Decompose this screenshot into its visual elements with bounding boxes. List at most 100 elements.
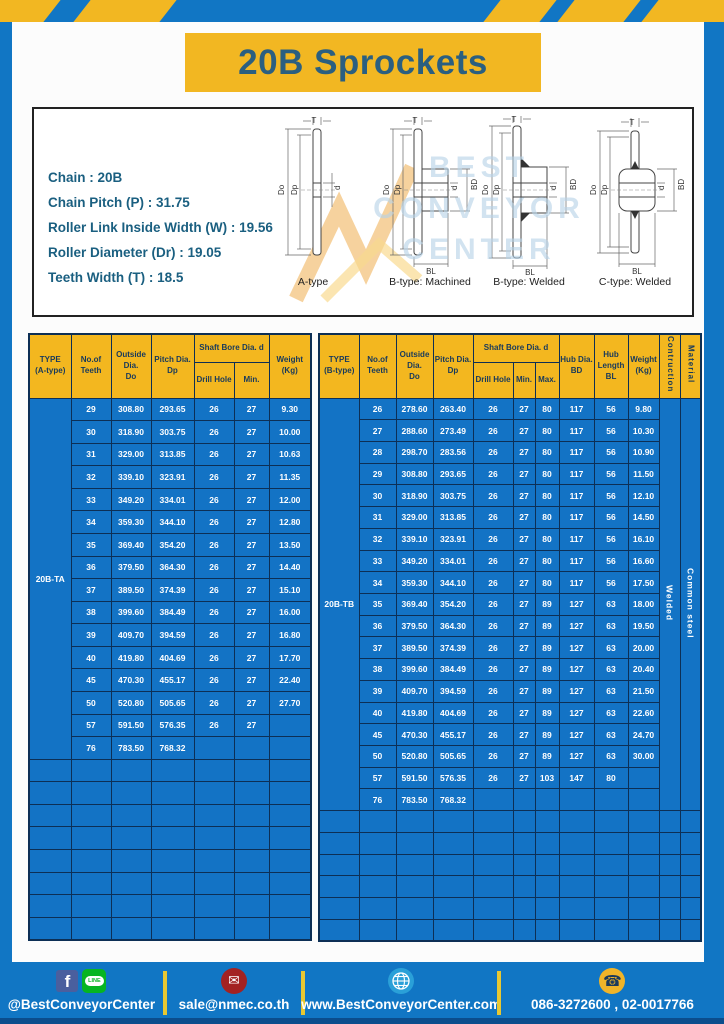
table-cell: 30 [358, 484, 397, 508]
table-cell: 26 [193, 532, 235, 557]
col-header-min: Min. [233, 361, 270, 399]
table-cell: 26 [472, 549, 514, 573]
table-cell: 89 [534, 592, 560, 616]
footer-website-text: www.BestConveyorCenter.com [301, 997, 502, 1012]
table-cell: 29 [70, 397, 112, 422]
table-row: 40 419.80 404.69 26 27 89 127 63 22.60 [319, 701, 701, 725]
empty-cell [28, 849, 72, 873]
table-cell: 374.39 [150, 578, 195, 602]
table-cell [233, 736, 270, 760]
table-row [318, 831, 702, 855]
empty-cell [110, 871, 152, 896]
table-cell: 26 [472, 745, 514, 768]
empty-cell [395, 875, 434, 899]
chain-specs: Chain : 20B Chain Pitch (P) : 31.75 Roll… [48, 165, 273, 290]
table-cell: 394.59 [150, 623, 195, 647]
empty-cell [150, 758, 195, 783]
table-a-body: 20B-TA 29 308.80 293.65 26 27 9.30 30 318.90 303.… [28, 397, 312, 941]
footer-social-handle: @BestConveyorCenter [7, 997, 156, 1012]
table-cell: 26 [472, 701, 514, 725]
watermark-line: BEST [428, 151, 529, 184]
empty-cell [432, 918, 474, 942]
empty-cell [432, 897, 474, 920]
dim-label-T: T [512, 115, 517, 124]
table-cell: 26 [193, 668, 235, 693]
table-row: 20B-TB 26 278.60 263.40 26 27 80 117 56 9.80 Welde… [318, 397, 702, 812]
table-row: 76 783.50 768.32 [319, 788, 701, 812]
empty-cell [593, 897, 629, 920]
table-b-type: TYPE (B-type) No.of Teeth Outside Dia. D… [318, 333, 703, 942]
table-cell: 26 [193, 691, 235, 715]
col-header-weight: Weight (Kg) [627, 333, 660, 399]
table-cell: 89 [534, 658, 560, 681]
table-cell: 470.30 [395, 723, 434, 746]
table-cell: 26 [472, 614, 514, 638]
table-cell: 16.60 [627, 549, 660, 573]
empty-cell [658, 897, 681, 920]
table-cell: 127 [558, 592, 595, 616]
table-cell [534, 788, 560, 812]
table-cell: 384.49 [432, 658, 474, 681]
table-cell: 364.30 [432, 614, 474, 638]
table-cell: 26 [193, 442, 235, 467]
table-cell: 27 [512, 440, 536, 464]
empty-cell [193, 894, 235, 918]
table-cell: 26 [193, 623, 235, 647]
footer-email-section: ✉ sale@nmec.co.th [167, 962, 302, 1024]
table-cell: 117 [558, 549, 595, 573]
table-cell: 36 [70, 555, 112, 580]
empty-cell [150, 803, 195, 828]
table-cell: 80 [534, 484, 560, 508]
empty-cell [432, 810, 474, 833]
empty-cell [193, 803, 235, 828]
table-cell: 117 [558, 462, 595, 486]
table-cell: 40 [70, 645, 112, 670]
table-row: 37 389.50 374.39 26 27 89 127 63 20.00 [319, 636, 701, 660]
dim-label-Do: Do [481, 184, 490, 195]
dim-label-T: T [312, 116, 317, 125]
table-cell: 89 [534, 614, 560, 638]
empty-cell [150, 916, 195, 941]
table-cell: 349.20 [395, 549, 434, 573]
empty-cell [150, 826, 195, 851]
table-cell: 27 [512, 745, 536, 768]
footer-website-section: www.BestConveyorCenter.com [301, 962, 501, 1024]
type-label-cell: 20B-TA [28, 397, 72, 760]
table-cell: 16.10 [627, 527, 660, 551]
table-row: 30 318.90 303.75 26 27 10.00 [29, 420, 312, 444]
table-cell: 409.70 [110, 623, 152, 647]
empty-cell [658, 853, 681, 877]
spec-line-chain: Chain : 20B [48, 170, 123, 185]
table-cell: 354.20 [432, 592, 474, 616]
empty-cell [558, 831, 595, 855]
empty-cell [70, 803, 112, 828]
empty-cell [395, 897, 434, 920]
table-cell: 364.30 [150, 555, 195, 580]
empty-cell [233, 781, 270, 805]
col-header-type: TYPE (B-type) [318, 333, 360, 399]
watermark-line: CENTER [402, 233, 556, 266]
empty-cell [512, 831, 536, 855]
col-header-drill-hole: Drill Hole [472, 361, 514, 399]
empty-cell [679, 875, 702, 899]
table-cell: 56 [593, 397, 629, 421]
table-cell: 27 [512, 723, 536, 746]
table-cell: 20.40 [627, 658, 660, 681]
empty-cell [70, 826, 112, 851]
empty-cell [593, 831, 629, 855]
col-header-shaft-bore: Shaft Bore Dia. d [193, 333, 270, 363]
table-cell: 11.35 [268, 465, 312, 489]
table-row: 33 349.20 334.01 26 27 80 117 56 16.60 [319, 549, 701, 573]
diagram-caption: B-type: Machined [389, 276, 471, 288]
table-cell: 27 [233, 623, 270, 647]
hazard-stripe-bar [0, 0, 724, 22]
table-cell: 768.32 [432, 788, 474, 812]
table-cell: 26 [193, 578, 235, 602]
empty-cell [28, 758, 72, 783]
table-row: 35 369.40 354.20 26 27 13.50 [29, 532, 312, 557]
table-cell: 37 [70, 578, 112, 602]
table-a-header: TYPE (A-type) No.of Teeth Outside Dia. D… [28, 333, 312, 399]
empty-cell [193, 916, 235, 941]
table-cell: 63 [593, 723, 629, 746]
empty-cell [512, 810, 536, 833]
